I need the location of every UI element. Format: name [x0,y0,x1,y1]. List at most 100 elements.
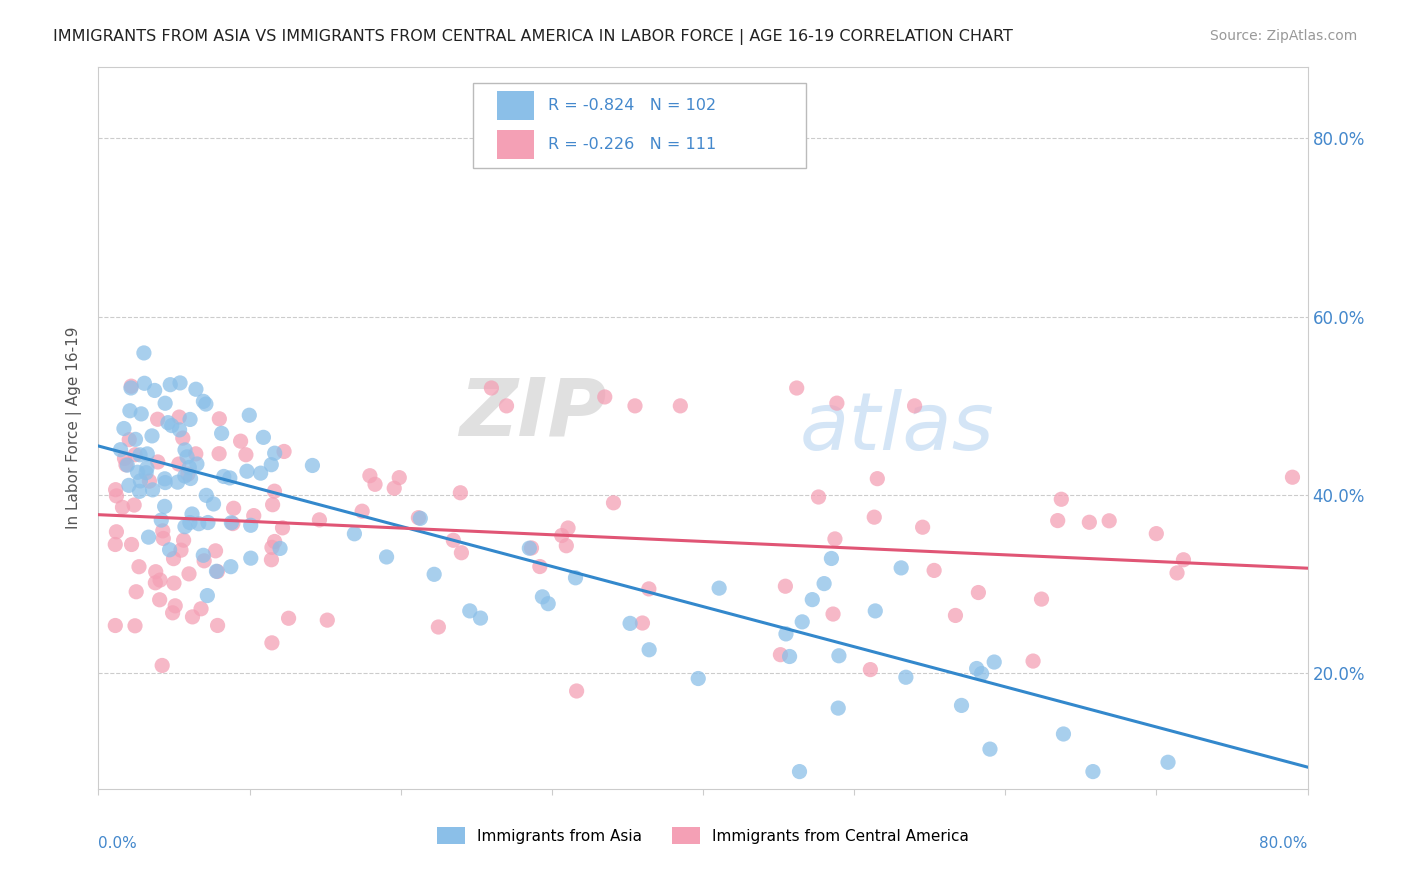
Point [557,521,579,535]
Point [149,592,172,607]
Point [619,616,641,631]
Point [211,426,233,441]
Point [807,490,830,504]
Point [820,551,842,566]
Point [205,564,228,578]
Point [408,510,430,524]
Point [155,475,177,490]
Point [127,465,149,479]
Point [207,618,229,632]
Point [1157,756,1180,770]
Point [495,399,517,413]
Point [520,541,543,555]
Point [423,567,446,582]
Point [555,539,578,553]
Point [141,429,163,443]
Point [970,666,993,681]
Point [789,764,811,779]
Point [1281,470,1303,484]
Point [382,481,405,495]
Point [824,532,846,546]
Point [176,450,198,464]
Point [707,581,730,595]
Point [631,615,654,630]
Point [262,498,284,512]
Point [945,608,967,623]
Point [153,472,176,486]
Point [813,576,835,591]
Point [145,565,167,579]
Point [825,396,848,410]
Point [180,471,202,485]
Point [135,461,157,475]
Point [179,460,201,475]
Point [195,589,218,603]
Point [167,410,190,425]
Point [769,648,792,662]
Point [132,346,155,360]
Text: R = -0.824   N = 102: R = -0.824 N = 102 [548,98,716,113]
Point [136,447,159,461]
Point [115,458,138,472]
Point [197,516,219,530]
Point [179,412,201,426]
Y-axis label: In Labor Force | Age 16-19: In Labor Force | Age 16-19 [66,326,83,530]
Point [179,516,201,530]
Point [1031,592,1053,607]
Point [129,407,152,421]
Text: atlas: atlas [800,389,994,467]
Point [375,549,398,564]
Point [894,670,917,684]
Point [801,592,824,607]
Point [181,507,204,521]
Point [170,543,193,558]
Point [517,541,540,556]
Point [551,528,574,542]
Point [125,584,148,599]
Bar [498,92,534,120]
Point [129,448,152,462]
Point [117,458,139,472]
Point [159,542,181,557]
Point [104,483,127,497]
Point [153,396,176,410]
Point [458,604,481,618]
Point [1081,764,1104,779]
Point [212,469,235,483]
Point [104,618,127,632]
Point [202,497,225,511]
Point [564,571,586,585]
Point [238,409,260,423]
Point [150,658,173,673]
Point [637,582,659,596]
Point [827,701,849,715]
Point [121,537,143,551]
Point [239,518,262,533]
Point [449,485,471,500]
Point [105,524,128,539]
Point [821,607,844,621]
Point [1022,654,1045,668]
Point [138,474,160,488]
Point [260,553,283,567]
Point [208,412,231,426]
Point [184,447,207,461]
Point [229,434,252,449]
Point [1166,566,1188,580]
Point [204,544,226,558]
Point [159,377,181,392]
Point [922,563,945,577]
Point [779,649,801,664]
Point [775,579,797,593]
Point [441,533,464,548]
FancyBboxPatch shape [474,83,806,168]
Point [174,442,197,457]
Point [172,431,194,445]
Point [669,399,692,413]
Text: ZIP: ZIP [458,375,606,453]
Point [153,500,176,514]
Point [166,475,188,490]
Point [252,430,274,444]
Point [1046,514,1069,528]
Point [775,627,797,641]
